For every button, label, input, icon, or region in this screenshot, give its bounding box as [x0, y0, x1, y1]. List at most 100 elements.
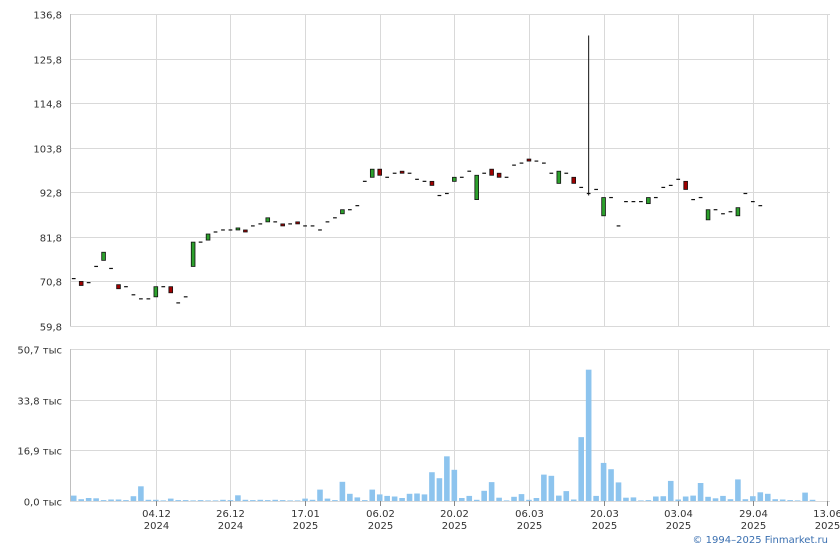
volume-bar: [593, 495, 599, 501]
volume-bar: [511, 496, 517, 501]
volume-bar: [705, 496, 711, 501]
volume-bar: [250, 500, 256, 501]
volume-bar: [376, 494, 383, 501]
volume-bar: [794, 500, 801, 501]
volume-y-tick-label: 16,9 тыс: [17, 447, 62, 458]
volume-bar: [78, 499, 84, 501]
volume-bar: [585, 369, 592, 501]
volume-bar: [220, 499, 226, 501]
volume-bar: [309, 499, 316, 501]
volume-bar: [399, 498, 405, 501]
volume-bar: [735, 479, 741, 501]
candle-body: [280, 223, 285, 227]
volume-bar: [764, 493, 771, 501]
volume-bar: [623, 497, 629, 501]
candle-body: [205, 233, 211, 241]
volume-bar: [384, 495, 390, 501]
volume-bar: [503, 500, 510, 501]
copyright-notice[interactable]: © 1994–2025 Finmarket.ru: [692, 535, 828, 546]
volume-bar: [570, 499, 577, 501]
volume-bar: [70, 495, 77, 501]
x-tick-label: 06.03: [515, 509, 544, 520]
candle-body: [369, 168, 375, 178]
volume-bar: [458, 498, 465, 501]
x-tick-year: 2025: [815, 521, 840, 532]
volume-bar: [451, 469, 458, 501]
price-panel: 136,8 125,8 114,8 103,8 92,8 81,8 70,8 59,8: [33, 11, 830, 334]
x-tick-year: 2025: [592, 521, 617, 532]
volume-bar: [473, 499, 480, 501]
x-tick-year: 2025: [517, 521, 542, 532]
x-tick-year: 2024: [218, 521, 243, 532]
candle-body: [735, 207, 741, 217]
x-tick-label: 26.12: [216, 509, 245, 520]
candle-body: [101, 251, 106, 261]
volume-bar: [235, 495, 241, 501]
volume-bar: [556, 495, 562, 501]
candle-body: [340, 209, 345, 215]
candle-body: [571, 176, 576, 184]
x-tick-label: 03.04: [664, 509, 693, 520]
volume-bar: [361, 500, 368, 501]
volume-bar: [279, 500, 286, 501]
volume-bar: [638, 500, 644, 501]
volume-y-tick-label: 0,0 тыс: [24, 498, 62, 509]
x-tick-label: 04.12: [142, 509, 171, 520]
volume-bar: [332, 500, 338, 501]
price-y-tick-label: 92,8: [40, 189, 62, 200]
volume-bar: [727, 499, 734, 501]
candle-body: [601, 197, 606, 217]
volume-bar: [533, 498, 540, 501]
volume-bar: [436, 478, 443, 501]
volume-y-tick-label: 50,7 тыс: [17, 346, 62, 357]
volume-bar: [526, 499, 532, 501]
volume-bar: [429, 472, 435, 501]
volume-bar: [406, 493, 413, 501]
volume-bar: [660, 496, 667, 501]
volume-bar: [496, 497, 502, 501]
candle-body: [235, 227, 241, 231]
price-y-tick-label: 70,8: [40, 278, 62, 289]
volume-bar: [802, 492, 808, 501]
volume-bar: [682, 496, 689, 501]
price-y-tick-label: 136,8: [33, 11, 62, 22]
volume-bar: [615, 482, 622, 501]
volume-bar: [645, 500, 652, 501]
price-y-tick-label: 125,8: [33, 56, 62, 67]
volume-bar: [488, 482, 495, 501]
volume-bar: [212, 500, 219, 501]
volume-bar: [518, 494, 525, 501]
candle-body: [265, 217, 271, 223]
volume-bar: [608, 469, 614, 501]
volume-bar: [421, 494, 428, 501]
volume-bar: [444, 456, 450, 501]
volume-bar: [347, 493, 353, 501]
volume-bar: [600, 462, 607, 501]
volume-bar: [563, 491, 570, 501]
x-tick-label: 06.02: [366, 509, 395, 520]
volume-bar: [153, 499, 159, 501]
volume-bar: [481, 490, 487, 501]
volume-bar: [541, 474, 547, 501]
x-tick-year: 2025: [293, 521, 318, 532]
volume-bar: [145, 499, 152, 501]
candle-body: [452, 176, 457, 182]
candle-body: [489, 168, 494, 176]
volume-bar: [548, 475, 555, 501]
volume-bar: [772, 499, 779, 501]
volume-bar: [287, 500, 293, 501]
x-tick-year: 2025: [442, 521, 467, 532]
volume-bar: [787, 500, 793, 501]
candle-body: [705, 209, 711, 221]
volume-bar: [690, 495, 696, 501]
volume-bar: [414, 493, 420, 501]
volume-bar: [302, 498, 308, 501]
volume-bar: [264, 500, 271, 501]
price-y-tick-label: 103,8: [33, 145, 62, 156]
candle-body: [116, 284, 121, 290]
volume-bar: [712, 498, 719, 501]
price-y-tick-label: 59,8: [40, 323, 62, 334]
volume-bar: [750, 496, 756, 501]
volume-bar: [257, 499, 264, 501]
